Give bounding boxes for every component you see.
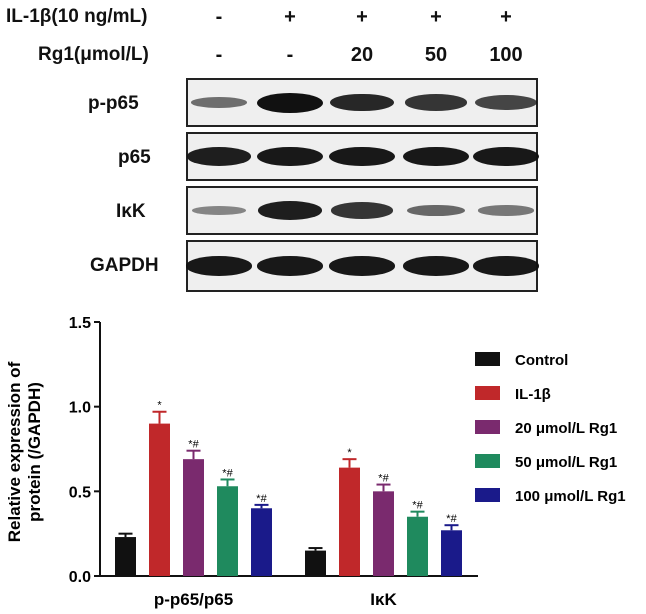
significance-mark: *# [412, 500, 423, 512]
y-tick-label: 0.5 [69, 484, 91, 501]
legend-swatch [475, 352, 500, 366]
il1b-row-label: IL-1β(10 ng/mL) [6, 6, 148, 27]
blot-band [186, 256, 252, 276]
legend-label: 100 μmol/L Rg1 [515, 488, 626, 505]
il1b-sign: + [430, 6, 442, 28]
bar [115, 537, 136, 576]
y-axis-title-line1: Relative expression of [5, 361, 24, 542]
y-axis-title-line2: protein (/GAPDH) [25, 382, 44, 522]
legend-label: IL-1β [515, 386, 551, 403]
y-tick-label: 0.0 [69, 569, 91, 586]
il1b-sign: + [500, 6, 512, 28]
bar [251, 508, 272, 576]
legend-swatch [475, 488, 500, 502]
blot-band [257, 201, 323, 220]
blot-band [186, 147, 252, 166]
blot-band [329, 146, 395, 167]
bar [305, 550, 326, 576]
il1b-sign: + [356, 6, 368, 28]
bar [149, 423, 170, 576]
bar-chart: Relative expression of protein (/GAPDH) … [5, 315, 626, 609]
significance-mark: * [157, 400, 162, 412]
blot-band [191, 206, 247, 215]
legend-swatch [475, 386, 500, 400]
blot-band [473, 256, 539, 276]
legend-label: 50 μmol/L Rg1 [515, 454, 617, 471]
blot-band [330, 202, 394, 219]
bar [217, 486, 238, 576]
rg1-value: 100 [489, 44, 523, 66]
significance-mark: *# [446, 513, 457, 525]
bar [373, 491, 394, 576]
bar [339, 467, 360, 576]
blot-band [407, 204, 465, 217]
y-tick-label: 1.5 [69, 315, 91, 332]
bar [441, 530, 462, 576]
blot-band [329, 256, 395, 276]
blot-label-p-p65: p-p65 [88, 93, 139, 114]
blot-band [475, 94, 537, 111]
blot-label-ikk: IκK [116, 201, 146, 222]
blot-band [190, 97, 248, 108]
x-category-label: p-p65/p65 [154, 590, 233, 609]
il1b-sign: - [215, 6, 223, 28]
il1b-sign: + [284, 6, 296, 28]
y-tick-label: 1.0 [69, 400, 91, 417]
legend-label: 20 μmol/L Rg1 [515, 420, 617, 437]
significance-mark: *# [378, 473, 389, 485]
blot-band [257, 92, 323, 113]
bar [407, 516, 428, 576]
blot-label-gapdh: GAPDH [90, 255, 159, 276]
rg1-value: - [215, 44, 223, 66]
blot-band [257, 146, 323, 167]
rg1-value: - [286, 44, 294, 66]
x-category-label: IκK [370, 590, 397, 609]
blot-label-p65: p65 [118, 147, 151, 168]
blot-band [403, 256, 469, 276]
significance-mark: *# [188, 439, 199, 451]
significance-mark: *# [256, 493, 267, 505]
blot-band [477, 205, 535, 216]
significance-mark: *# [222, 467, 233, 479]
significance-mark: * [347, 447, 352, 459]
blot-band [257, 256, 323, 276]
legend-label: Control [515, 352, 568, 369]
rg1-row-label: Rg1(μmol/L) [38, 44, 149, 65]
bar [183, 459, 204, 576]
legend-swatch [475, 454, 500, 468]
blot-band [404, 94, 468, 111]
legend-swatch [475, 420, 500, 434]
blot-band [330, 93, 394, 112]
blot-band [473, 146, 539, 167]
rg1-value: 20 [350, 44, 374, 66]
rg1-value: 50 [424, 44, 448, 66]
blot-band [403, 146, 469, 167]
